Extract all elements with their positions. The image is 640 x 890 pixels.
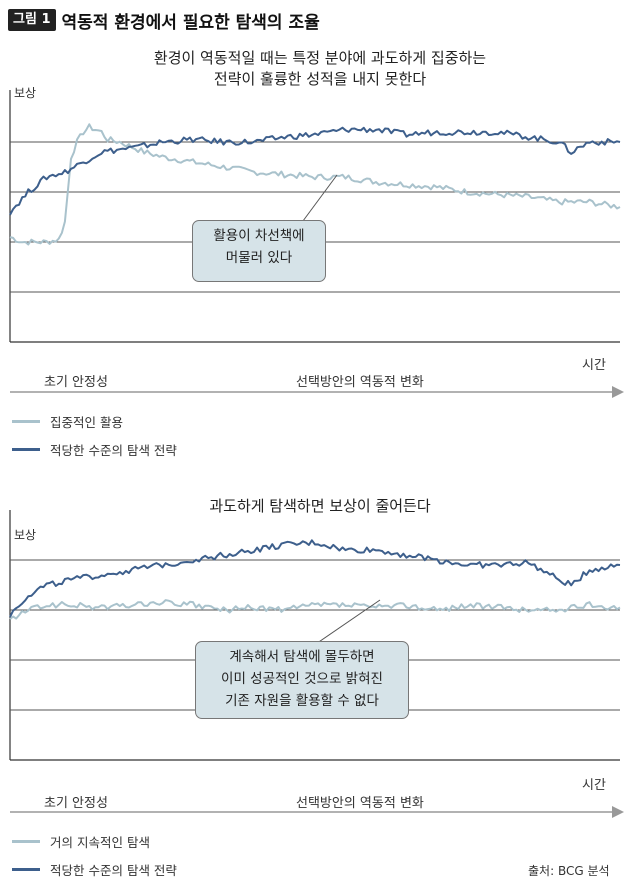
chart1-series-dark [9, 126, 621, 216]
legend-label: 집중적인 활용 [50, 415, 123, 430]
chart2-series-light [9, 599, 621, 620]
chart2-phase-dynamic: 선택방안의 역동적 변화 [296, 796, 424, 811]
chart2-ylabel: 보상 [14, 528, 37, 542]
chart1-legend-item-dark: 적당한 수준의 탐색 전략 [12, 440, 177, 459]
legend-swatch-dark [12, 868, 40, 871]
figure-header: 그림 1 역동적 환경에서 필요한 탐색의 조율 [8, 8, 320, 33]
legend-label: 적당한 수준의 탐색 전략 [50, 863, 177, 878]
figure-badge: 그림 1 [8, 9, 56, 31]
chart2-phase-initial: 초기 안정성 [44, 796, 108, 811]
legend-swatch-dark [12, 448, 40, 451]
chart1-xlabel: 시간 [582, 358, 606, 373]
chart1-phase-initial: 초기 안정성 [44, 375, 108, 390]
chart2-time-arrow-head [612, 806, 624, 818]
chart2-legend-item-dark: 적당한 수준의 탐색 전략 [12, 860, 177, 879]
chart2-series-dark [9, 539, 621, 618]
chart2-title: 과도하게 탐색하면 보상이 줄어든다 [209, 497, 431, 515]
legend-swatch-light [12, 840, 40, 843]
legend-label: 거의 지속적인 탐색 [50, 835, 150, 850]
chart2-annotation-leader [309, 599, 381, 649]
chart1-phase-dynamic: 선택방안의 역동적 변화 [296, 375, 424, 390]
chart2-annotation: 계속해서 탐색에 몰두하면 이미 성공적인 것으로 밝혀진 기존 자원을 활용할… [195, 641, 409, 719]
chart1-ylabel: 보상 [14, 86, 37, 100]
figure-title: 역동적 환경에서 필요한 탐색의 조율 [61, 12, 320, 33]
chart2-legend-item-light: 거의 지속적인 탐색 [12, 832, 150, 851]
chart1-annotation-leader [299, 174, 338, 226]
chart1-legend-item-light: 집중적인 활용 [12, 412, 123, 431]
chart1-time-arrow-head [612, 386, 624, 398]
chart2-xlabel: 시간 [582, 778, 606, 793]
legend-swatch-light [12, 420, 40, 423]
chart1-title: 환경이 역동적일 때는 특정 분야에 과도하게 집중하는 전략이 훌륭한 성적을… [153, 49, 487, 88]
source-note: 출처: BCG 분석 [528, 864, 610, 878]
chart1-annotation: 활용이 차선책에 머물러 있다 [192, 220, 326, 282]
legend-label: 적당한 수준의 탐색 전략 [50, 443, 177, 458]
chart1-series-light [9, 123, 621, 246]
